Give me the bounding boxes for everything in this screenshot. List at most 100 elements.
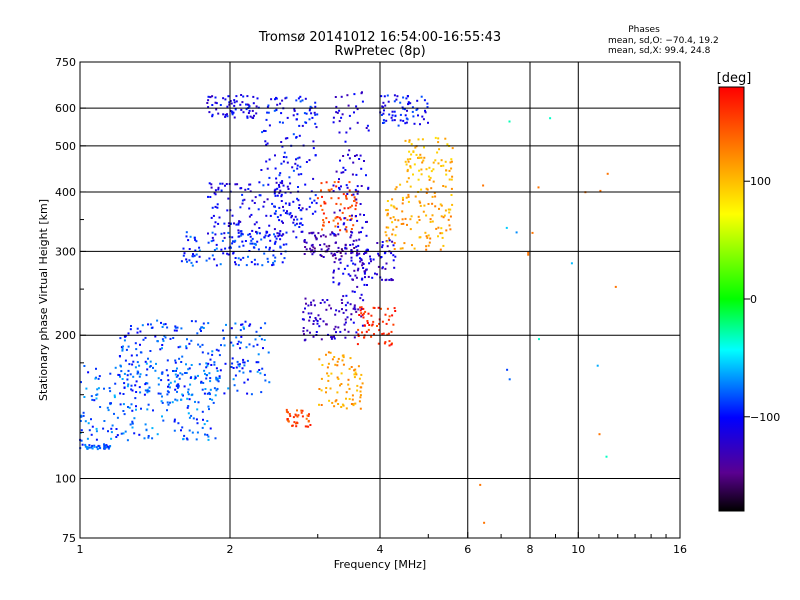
data-point [296,113,299,116]
data-point [409,218,412,221]
data-point [420,188,423,191]
data-point [353,306,356,309]
data-point [278,184,280,186]
data-point [439,248,442,251]
data-point [213,249,216,251]
data-point [434,195,437,198]
data-point [239,206,242,209]
data-point [218,377,221,379]
data-point [133,432,136,435]
data-point [99,406,102,408]
data-point [218,375,221,378]
data-point [334,254,337,257]
data-point [354,188,357,191]
data-point [295,425,298,428]
data-point [353,269,356,272]
data-point [301,207,304,210]
data-point [174,388,177,391]
data-point [315,318,318,321]
data-point [301,99,304,102]
data-point [333,261,336,264]
data-point [81,443,84,446]
data-point [344,169,347,171]
data-point [424,111,427,114]
data-point [248,324,251,327]
data-point [207,438,210,441]
data-point [161,415,163,418]
data-point [131,363,134,366]
data-point [345,226,348,229]
data-point [312,299,315,302]
data-point [145,382,148,384]
data-point [343,267,346,270]
data-point [320,377,323,380]
data-point [217,112,220,115]
data-point [166,393,169,396]
data-point [417,138,420,141]
data-point [225,183,228,185]
data-point [360,92,363,95]
data-point [437,141,440,144]
data-point [246,392,249,395]
data-point [119,337,122,340]
data-point [406,180,409,183]
data-point [425,187,428,190]
data-point [321,195,323,198]
data-point [378,329,381,332]
data-point [190,320,193,323]
data-point [304,297,307,300]
data-point [219,104,222,106]
data-point [241,323,244,326]
data-point [258,227,261,229]
data-point [369,258,372,261]
data-point [124,359,127,362]
data-point [356,121,359,124]
data-point [358,252,361,255]
data-point [338,188,341,191]
data-point [86,446,89,449]
data-point [413,163,416,166]
data-point [227,222,230,225]
data-point [177,346,180,349]
data-point [421,161,424,164]
data-point [126,385,129,388]
data-point [391,114,394,117]
data-point [243,198,246,201]
data-point [265,143,268,146]
data-point [247,188,250,190]
data-point [437,162,440,165]
data-point [448,211,451,214]
data-point [336,216,339,218]
data-point [359,394,362,397]
data-point [273,189,276,192]
data-point [399,247,402,250]
data-point [138,386,141,389]
data-point [125,348,128,351]
data-point [367,312,370,315]
colorbar-gradient [718,86,745,512]
data-point [144,336,147,339]
data-point [335,331,337,334]
data-point [276,103,279,106]
data-point [323,200,326,203]
data-point [332,121,335,124]
data-point [450,178,453,181]
data-point [404,160,407,163]
data-point [369,255,371,258]
data-point [335,185,338,188]
data-point [352,224,355,227]
data-point [421,115,424,118]
data-point [199,328,202,331]
data-point [201,326,204,329]
data-point [167,385,169,388]
data-point [425,168,428,171]
data-point [384,267,387,270]
data-point [91,444,94,447]
data-point [286,185,289,188]
data-point [251,237,254,240]
data-point [144,423,147,426]
data-point [239,187,242,190]
data-point [268,381,271,384]
data-point [450,187,453,190]
data-point [182,438,185,441]
